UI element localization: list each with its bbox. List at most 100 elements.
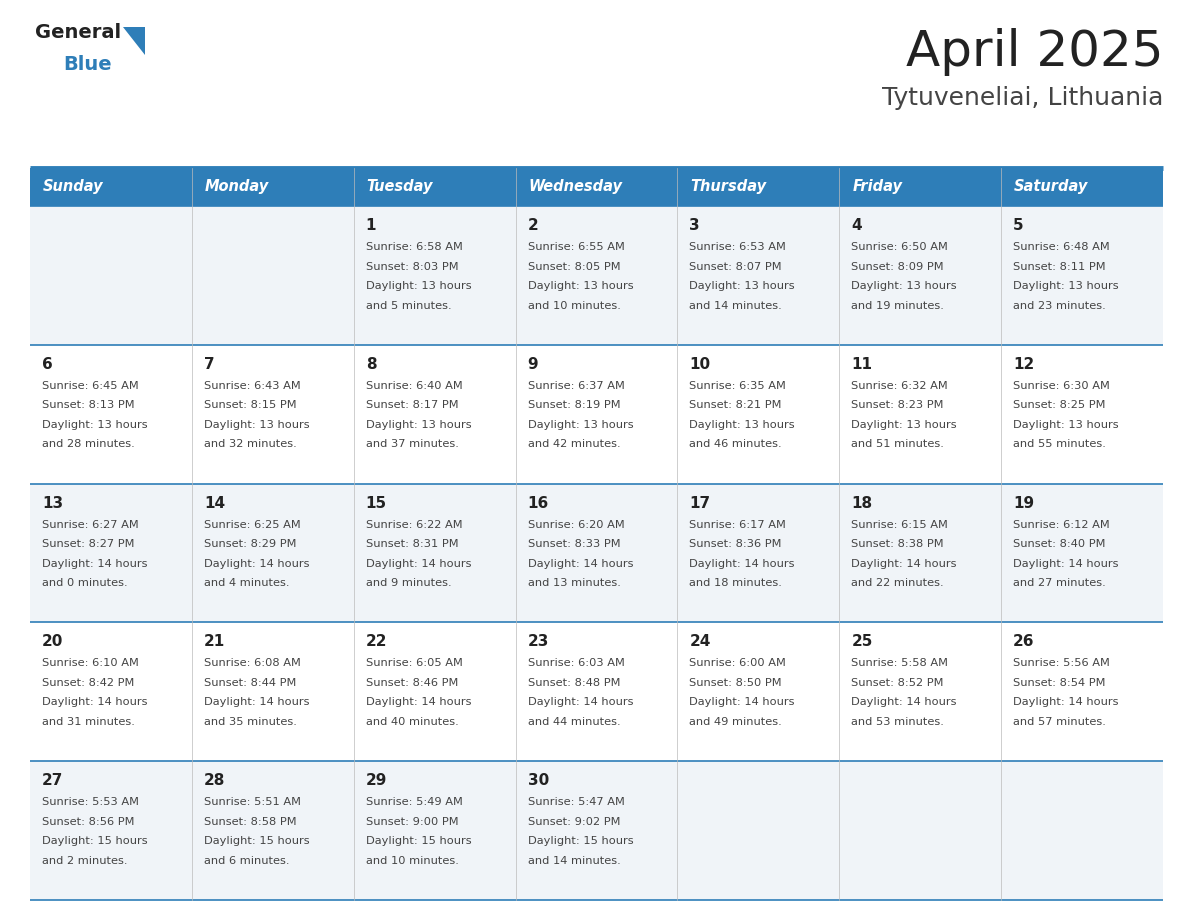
Text: Sunrise: 6:27 AM: Sunrise: 6:27 AM	[42, 520, 139, 530]
Text: Daylight: 14 hours: Daylight: 14 hours	[1013, 698, 1119, 708]
Text: Sunrise: 5:58 AM: Sunrise: 5:58 AM	[852, 658, 948, 668]
Text: Sunrise: 6:58 AM: Sunrise: 6:58 AM	[366, 242, 462, 252]
Text: Daylight: 15 hours: Daylight: 15 hours	[366, 836, 472, 846]
Text: Monday: Monday	[204, 180, 270, 195]
Text: Sunrise: 6:08 AM: Sunrise: 6:08 AM	[204, 658, 301, 668]
Text: Daylight: 13 hours: Daylight: 13 hours	[852, 281, 956, 291]
Text: 14: 14	[204, 496, 225, 510]
Polygon shape	[124, 27, 145, 55]
Text: Sunrise: 6:45 AM: Sunrise: 6:45 AM	[42, 381, 139, 391]
Text: and 57 minutes.: and 57 minutes.	[1013, 717, 1106, 727]
Text: and 44 minutes.: and 44 minutes.	[527, 717, 620, 727]
Text: and 32 minutes.: and 32 minutes.	[204, 440, 297, 449]
Text: Sunrise: 5:49 AM: Sunrise: 5:49 AM	[366, 797, 462, 807]
Text: Blue: Blue	[63, 55, 112, 74]
Text: Sunrise: 6:55 AM: Sunrise: 6:55 AM	[527, 242, 625, 252]
Text: 9: 9	[527, 357, 538, 372]
Text: Daylight: 14 hours: Daylight: 14 hours	[204, 558, 309, 568]
Text: Sunset: 8:27 PM: Sunset: 8:27 PM	[42, 539, 134, 549]
Text: 4: 4	[852, 218, 862, 233]
Text: Sunset: 8:09 PM: Sunset: 8:09 PM	[852, 262, 944, 272]
Text: Daylight: 14 hours: Daylight: 14 hours	[42, 558, 147, 568]
Text: Daylight: 15 hours: Daylight: 15 hours	[42, 836, 147, 846]
Text: Sunset: 8:42 PM: Sunset: 8:42 PM	[42, 677, 134, 688]
Text: Sunrise: 6:30 AM: Sunrise: 6:30 AM	[1013, 381, 1110, 391]
Text: Sunset: 8:46 PM: Sunset: 8:46 PM	[366, 677, 459, 688]
Text: 21: 21	[204, 634, 225, 649]
Text: and 46 minutes.: and 46 minutes.	[689, 440, 782, 449]
Text: Sunset: 8:15 PM: Sunset: 8:15 PM	[204, 400, 297, 410]
Text: Sunrise: 6:12 AM: Sunrise: 6:12 AM	[1013, 520, 1110, 530]
Text: Sunrise: 6:15 AM: Sunrise: 6:15 AM	[852, 520, 948, 530]
Text: 7: 7	[204, 357, 215, 372]
Text: and 27 minutes.: and 27 minutes.	[1013, 578, 1106, 588]
Text: Daylight: 15 hours: Daylight: 15 hours	[527, 836, 633, 846]
Text: Sunrise: 6:50 AM: Sunrise: 6:50 AM	[852, 242, 948, 252]
Text: Sunset: 8:07 PM: Sunset: 8:07 PM	[689, 262, 782, 272]
Text: Sunset: 8:23 PM: Sunset: 8:23 PM	[852, 400, 943, 410]
Text: Sunrise: 5:56 AM: Sunrise: 5:56 AM	[1013, 658, 1110, 668]
Text: Daylight: 14 hours: Daylight: 14 hours	[527, 558, 633, 568]
Text: 16: 16	[527, 496, 549, 510]
Text: Sunset: 8:05 PM: Sunset: 8:05 PM	[527, 262, 620, 272]
Text: Friday: Friday	[852, 180, 902, 195]
Text: 20: 20	[42, 634, 63, 649]
Text: Sunrise: 6:00 AM: Sunrise: 6:00 AM	[689, 658, 786, 668]
Text: Tuesday: Tuesday	[367, 180, 434, 195]
Text: Sunset: 9:02 PM: Sunset: 9:02 PM	[527, 817, 620, 827]
Text: Daylight: 15 hours: Daylight: 15 hours	[204, 836, 310, 846]
Text: Daylight: 13 hours: Daylight: 13 hours	[689, 420, 795, 430]
Text: and 42 minutes.: and 42 minutes.	[527, 440, 620, 449]
Text: 29: 29	[366, 773, 387, 789]
Text: 11: 11	[852, 357, 872, 372]
Text: Sunrise: 6:20 AM: Sunrise: 6:20 AM	[527, 520, 625, 530]
Text: Sunrise: 6:43 AM: Sunrise: 6:43 AM	[204, 381, 301, 391]
Text: Sunday: Sunday	[43, 180, 103, 195]
Text: Sunrise: 6:10 AM: Sunrise: 6:10 AM	[42, 658, 139, 668]
Text: Sunset: 8:13 PM: Sunset: 8:13 PM	[42, 400, 134, 410]
Text: 13: 13	[42, 496, 63, 510]
Text: Sunset: 8:17 PM: Sunset: 8:17 PM	[366, 400, 459, 410]
Text: Sunrise: 6:53 AM: Sunrise: 6:53 AM	[689, 242, 786, 252]
Text: and 19 minutes.: and 19 minutes.	[852, 300, 944, 310]
Text: and 23 minutes.: and 23 minutes.	[1013, 300, 1106, 310]
Text: 23: 23	[527, 634, 549, 649]
Text: 27: 27	[42, 773, 63, 789]
Text: Thursday: Thursday	[690, 180, 766, 195]
Text: and 5 minutes.: and 5 minutes.	[366, 300, 451, 310]
Text: Sunset: 9:00 PM: Sunset: 9:00 PM	[366, 817, 459, 827]
Bar	[30, 622, 1163, 761]
Text: and 14 minutes.: and 14 minutes.	[527, 856, 620, 866]
Text: Sunset: 8:25 PM: Sunset: 8:25 PM	[1013, 400, 1106, 410]
Text: Sunset: 8:58 PM: Sunset: 8:58 PM	[204, 817, 297, 827]
Text: and 18 minutes.: and 18 minutes.	[689, 578, 783, 588]
Text: 12: 12	[1013, 357, 1035, 372]
Text: and 35 minutes.: and 35 minutes.	[204, 717, 297, 727]
Text: Sunrise: 6:25 AM: Sunrise: 6:25 AM	[204, 520, 301, 530]
Text: Daylight: 13 hours: Daylight: 13 hours	[366, 420, 472, 430]
Text: Sunset: 8:36 PM: Sunset: 8:36 PM	[689, 539, 782, 549]
Text: and 55 minutes.: and 55 minutes.	[1013, 440, 1106, 449]
Text: 22: 22	[366, 634, 387, 649]
Text: Sunset: 8:56 PM: Sunset: 8:56 PM	[42, 817, 134, 827]
Text: Sunset: 8:19 PM: Sunset: 8:19 PM	[527, 400, 620, 410]
Bar	[30, 168, 1163, 206]
Text: and 6 minutes.: and 6 minutes.	[204, 856, 290, 866]
Text: Daylight: 13 hours: Daylight: 13 hours	[689, 281, 795, 291]
Text: 5: 5	[1013, 218, 1024, 233]
Text: Sunset: 8:33 PM: Sunset: 8:33 PM	[527, 539, 620, 549]
Bar	[30, 206, 1163, 345]
Text: 26: 26	[1013, 634, 1035, 649]
Text: 2: 2	[527, 218, 538, 233]
Text: and 37 minutes.: and 37 minutes.	[366, 440, 459, 449]
Text: Daylight: 14 hours: Daylight: 14 hours	[852, 558, 956, 568]
Text: 10: 10	[689, 357, 710, 372]
Text: Daylight: 14 hours: Daylight: 14 hours	[1013, 558, 1119, 568]
Text: Sunrise: 6:17 AM: Sunrise: 6:17 AM	[689, 520, 786, 530]
Text: 17: 17	[689, 496, 710, 510]
Text: 25: 25	[852, 634, 873, 649]
Text: Sunset: 8:54 PM: Sunset: 8:54 PM	[1013, 677, 1106, 688]
Text: Sunset: 8:31 PM: Sunset: 8:31 PM	[366, 539, 459, 549]
Text: Sunset: 8:03 PM: Sunset: 8:03 PM	[366, 262, 459, 272]
Text: and 9 minutes.: and 9 minutes.	[366, 578, 451, 588]
